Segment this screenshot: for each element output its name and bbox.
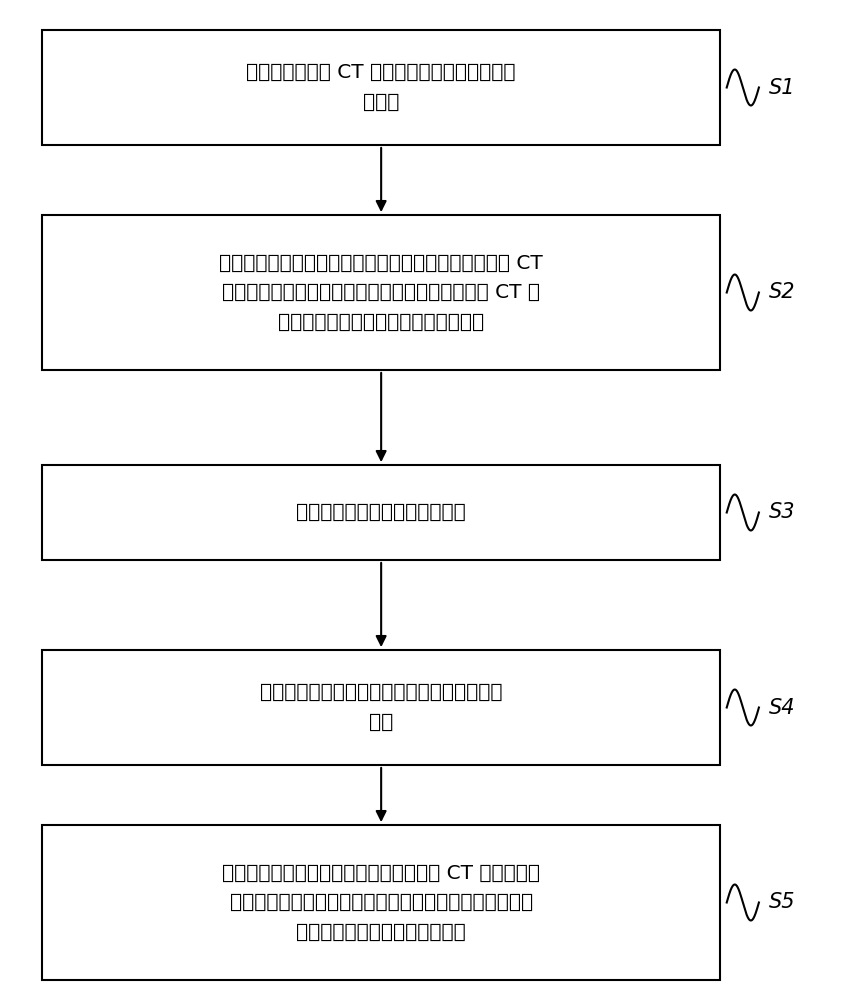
Text: S1: S1 (769, 78, 795, 98)
Text: S2: S2 (769, 282, 795, 302)
Text: 对原始胸部平扫 CT 图像进行预处理，得到预处
理数据: 对原始胸部平扫 CT 图像进行预处理，得到预处 理数据 (246, 63, 516, 112)
Text: 在心脏区域筛选疑似冠脉钙化灶: 在心脏区域筛选疑似冠脉钙化灶 (296, 503, 466, 522)
Text: S4: S4 (769, 698, 795, 718)
FancyBboxPatch shape (42, 215, 720, 370)
FancyBboxPatch shape (42, 825, 720, 980)
Text: S5: S5 (769, 892, 795, 912)
Text: 基于多个候选样本块及其在原始胸部平扫 CT 图像对应的
坐标系中的对应坐标，利用钙化灶分割模型获得每一个候
选样本块的冠脉钙化灶分割结果: 基于多个候选样本块及其在原始胸部平扫 CT 图像对应的 坐标系中的对应坐标，利用… (222, 863, 540, 942)
Text: S3: S3 (769, 502, 795, 522)
Text: 将预处理数据输入到心脏分割模型中，对原始胸部平扫 CT
图像中的心脏区域进行分割，得到与原始胸部平扫 CT 图
像对应的包含心脏区域的心脏分割图像: 将预处理数据输入到心脏分割模型中，对原始胸部平扫 CT 图像中的心脏区域进行分割… (219, 253, 543, 332)
FancyBboxPatch shape (42, 650, 720, 765)
Text: 从筛选出的疑似冠脉钙化灶中提取多个候选样
本块: 从筛选出的疑似冠脉钙化灶中提取多个候选样 本块 (260, 683, 502, 732)
FancyBboxPatch shape (42, 465, 720, 560)
FancyBboxPatch shape (42, 30, 720, 145)
